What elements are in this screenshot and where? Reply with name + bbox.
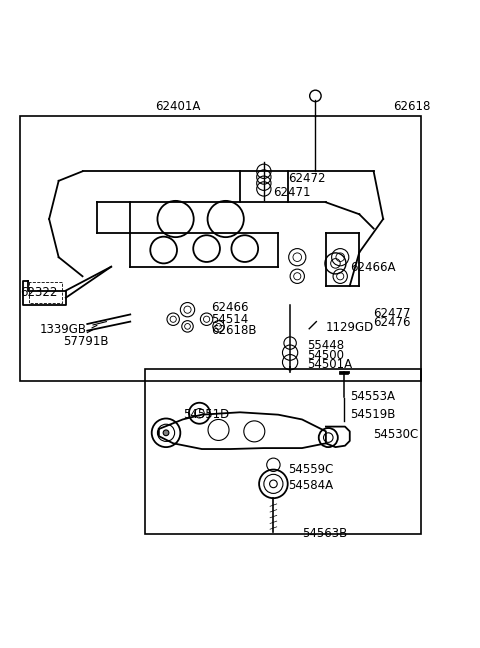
Text: 54500: 54500	[307, 349, 344, 362]
Text: 54514: 54514	[211, 313, 249, 326]
Text: 54584A: 54584A	[288, 479, 333, 492]
Text: 54501A: 54501A	[307, 358, 352, 371]
Text: 62466: 62466	[211, 301, 249, 314]
Circle shape	[163, 430, 169, 435]
Text: 62476: 62476	[373, 316, 411, 329]
Text: 54530C: 54530C	[373, 428, 419, 441]
Text: 54553A: 54553A	[350, 390, 395, 403]
Circle shape	[270, 480, 277, 488]
Text: 62472: 62472	[288, 172, 325, 185]
Text: 62466A: 62466A	[350, 261, 395, 274]
Text: 54519B: 54519B	[350, 408, 395, 421]
Text: 62322: 62322	[21, 286, 58, 299]
Text: 62618B: 62618B	[211, 324, 257, 337]
Text: 54551D: 54551D	[183, 408, 229, 421]
Text: 57791B: 57791B	[63, 334, 109, 348]
Text: 62618: 62618	[393, 100, 430, 113]
Text: 62477: 62477	[373, 307, 411, 319]
Text: 54563B: 54563B	[302, 527, 348, 540]
Bar	[144, 369, 421, 534]
Text: 1339GB: 1339GB	[39, 323, 86, 336]
Text: 55448: 55448	[307, 339, 344, 352]
Text: 62471: 62471	[274, 186, 311, 200]
Text: 54559C: 54559C	[288, 463, 333, 476]
Text: 1129GD: 1129GD	[326, 321, 374, 334]
Text: 62401A: 62401A	[155, 100, 201, 113]
Bar	[21, 117, 421, 381]
